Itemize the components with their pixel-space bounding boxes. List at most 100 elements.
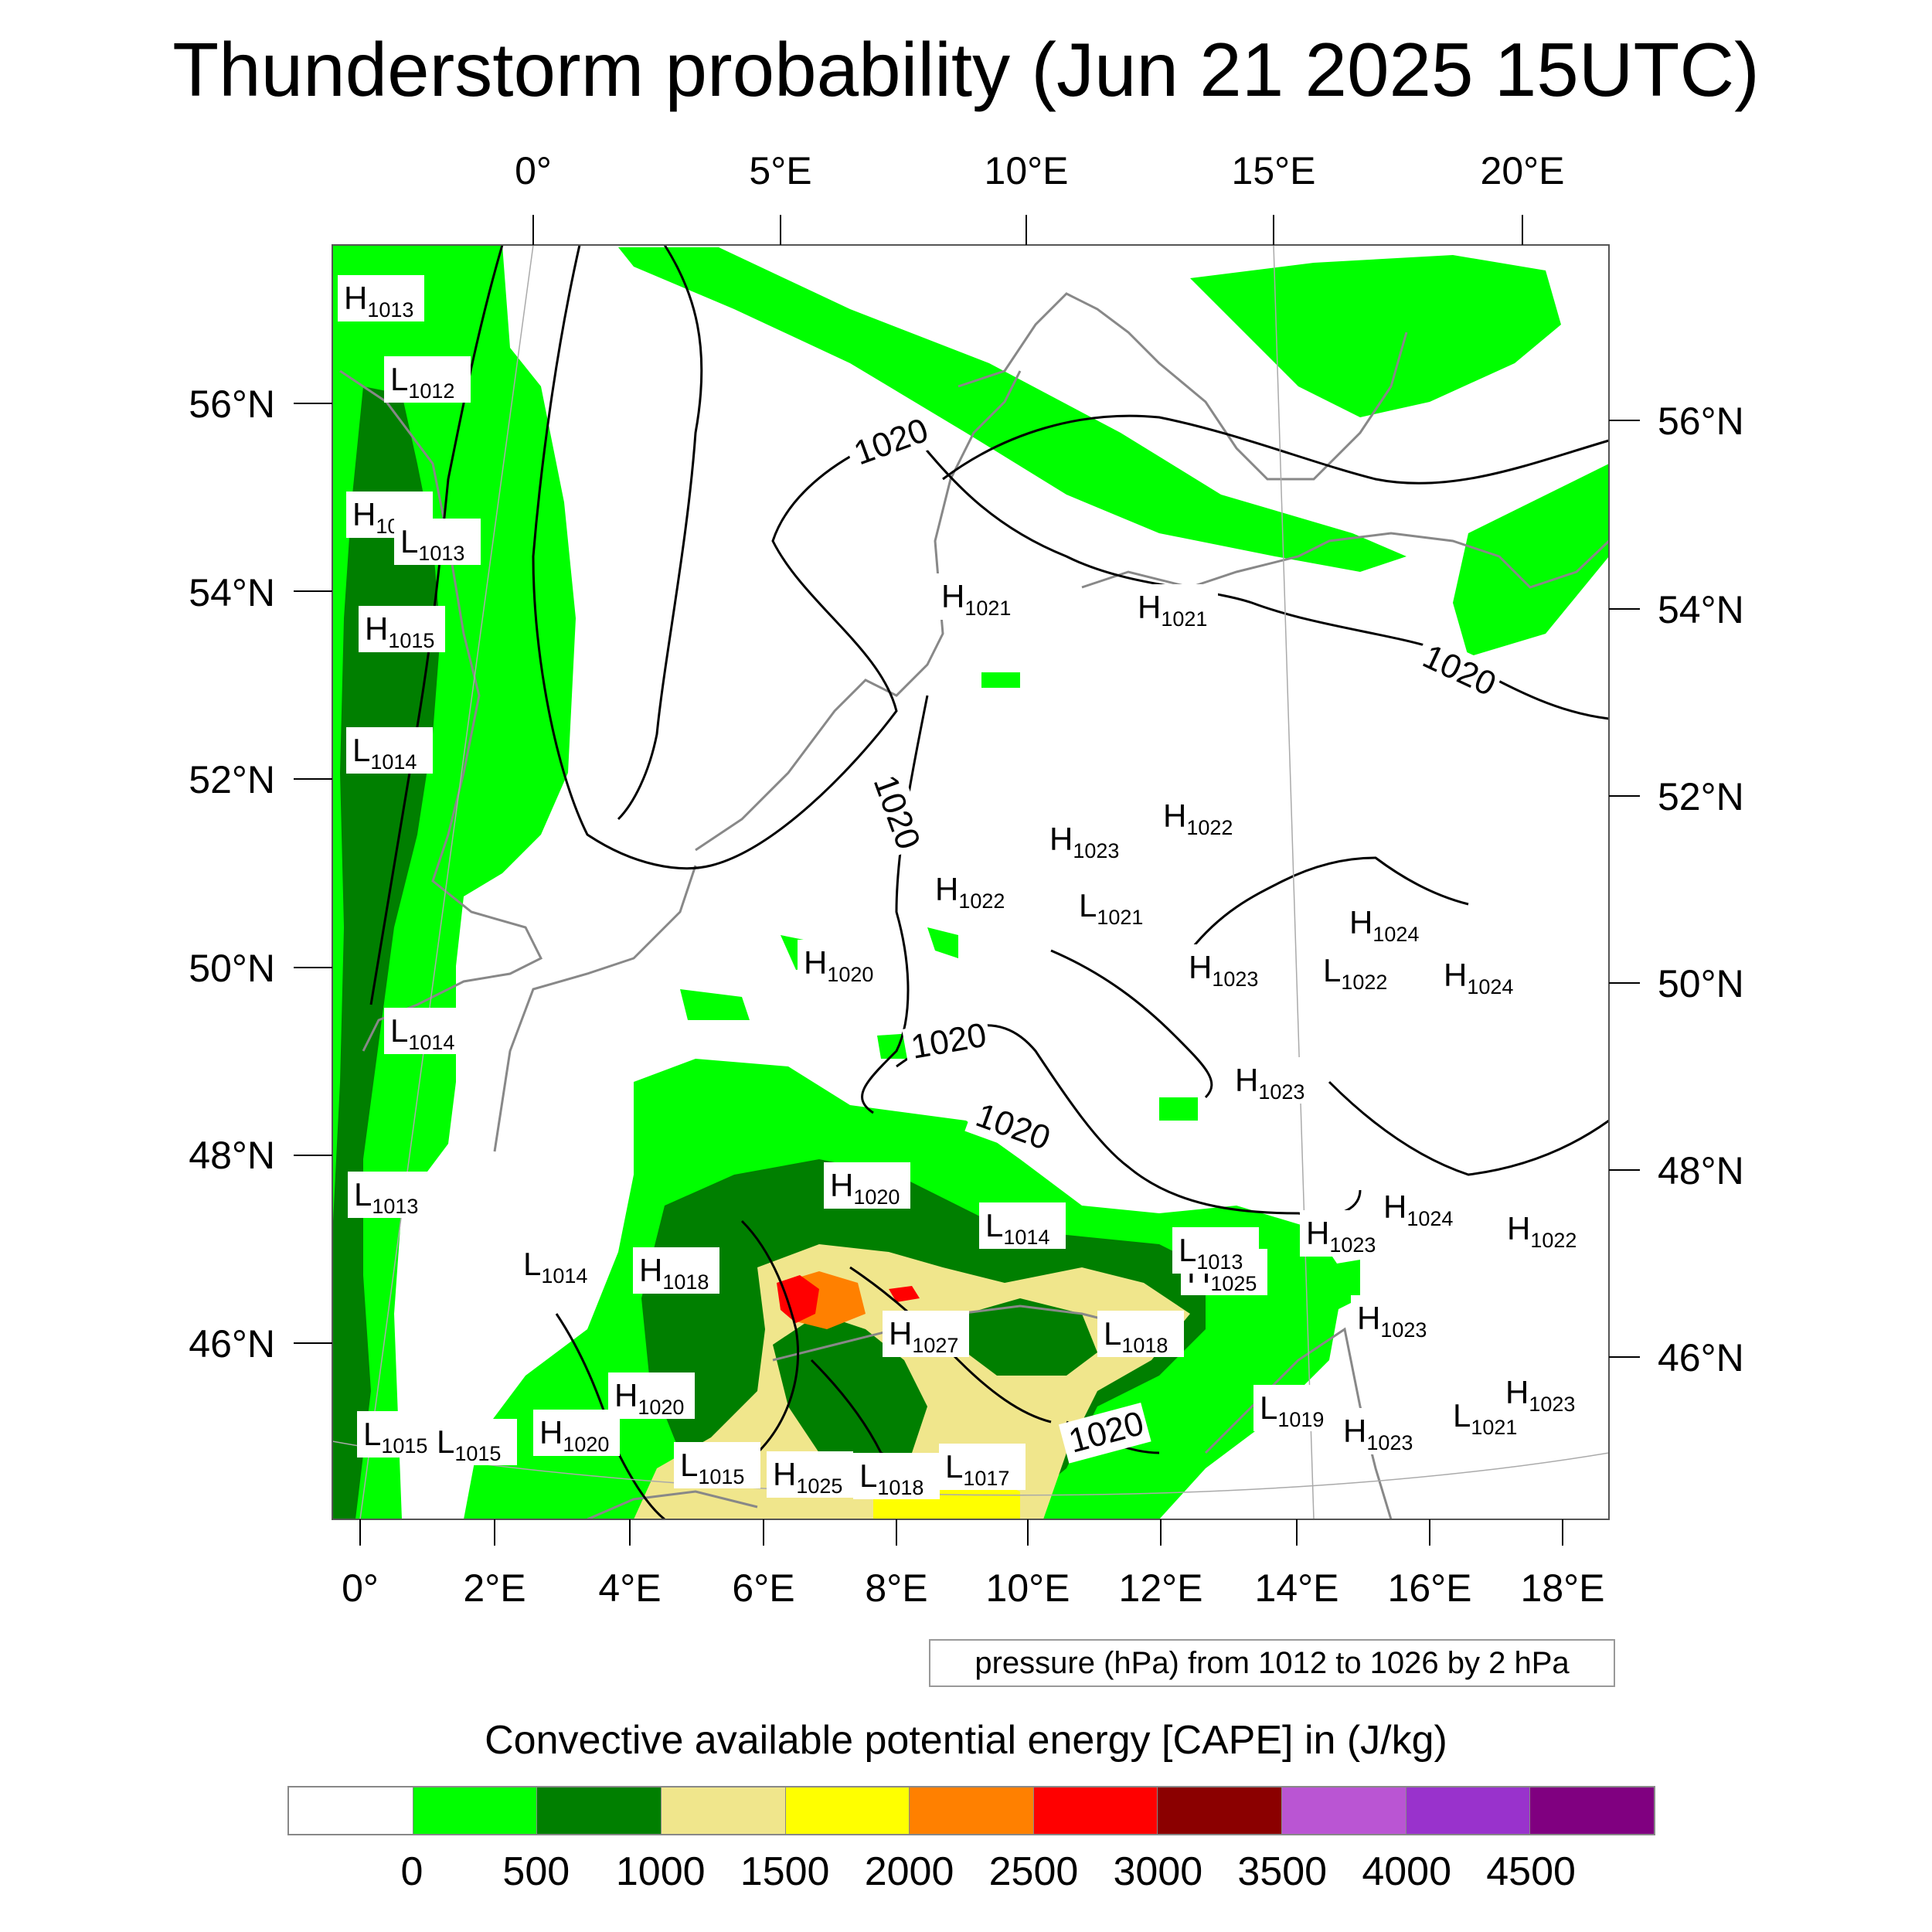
high-pressure-label: H1023 bbox=[1229, 1057, 1315, 1104]
low-pressure-label: L1014 bbox=[979, 1202, 1066, 1249]
cape-area-east-band bbox=[1453, 464, 1609, 657]
bottom-lon-label: 10°E bbox=[986, 1566, 1070, 1610]
axis-labels: 0° 5°E 10°E 15°E 20°E 0° 2°E 4°E 6°E 8°E… bbox=[189, 149, 1743, 1610]
high-pressure-label: H1021 bbox=[1131, 584, 1218, 631]
cape-area-red-2 bbox=[889, 1286, 920, 1302]
coastline-scandinavia bbox=[957, 292, 1408, 481]
svg-text:H1023: H1023 bbox=[1189, 949, 1258, 991]
cape-cell bbox=[1314, 1260, 1360, 1314]
bottom-lon-label: 18°E bbox=[1521, 1566, 1605, 1610]
bottom-lon-label: 2°E bbox=[463, 1566, 526, 1610]
top-lon-label: 20°E bbox=[1481, 149, 1565, 192]
bottom-lon-label: 4°E bbox=[598, 1566, 661, 1610]
svg-text:L1017: L1017 bbox=[945, 1448, 1009, 1490]
svg-text:L1015: L1015 bbox=[363, 1416, 427, 1458]
graticule bbox=[332, 245, 1609, 1519]
left-lat-label: 52°N bbox=[189, 758, 275, 801]
isobar bbox=[740, 1219, 799, 1454]
meridian-0 bbox=[359, 245, 534, 1519]
colorbar-tick-label: 1500 bbox=[740, 1849, 830, 1894]
colorbar bbox=[287, 1786, 1655, 1835]
high-pressure-label: H1020 bbox=[798, 940, 884, 986]
cape-area-south-dark-3 bbox=[966, 1298, 1097, 1376]
coastline-france-north bbox=[493, 865, 697, 1152]
right-lat-label: 54°N bbox=[1658, 588, 1744, 631]
low-pressure-label: L1013 bbox=[1172, 1227, 1259, 1274]
svg-text:L1013: L1013 bbox=[400, 523, 464, 565]
bottom-lon-label: 6°E bbox=[732, 1566, 794, 1610]
high-pressure-label: H1024 bbox=[1437, 952, 1524, 998]
cape-area-north bbox=[618, 247, 1406, 572]
top-ticks bbox=[532, 215, 1523, 245]
colorbar-swatch bbox=[785, 1787, 910, 1834]
svg-text:L1013: L1013 bbox=[354, 1176, 418, 1218]
map-title: Thunderstorm probability (Jun 21 2025 15… bbox=[172, 27, 1760, 112]
svg-text:L1013: L1013 bbox=[1179, 1232, 1243, 1274]
svg-text:H1027: H1027 bbox=[889, 1315, 958, 1357]
svg-text:L1014: L1014 bbox=[523, 1246, 587, 1287]
svg-text:L1014: L1014 bbox=[390, 1012, 454, 1054]
svg-text:H1020: H1020 bbox=[614, 1377, 684, 1419]
left-lat-label: 50°N bbox=[189, 947, 275, 990]
colorbar-swatch bbox=[661, 1787, 786, 1834]
svg-text:H1022: H1022 bbox=[1507, 1210, 1577, 1252]
low-pressure-label: L1012 bbox=[384, 356, 471, 403]
meridian-15E bbox=[1273, 245, 1315, 1519]
top-lon-labels: 0° 5°E 10°E 15°E 20°E bbox=[515, 149, 1564, 192]
top-lon-label: 10°E bbox=[985, 149, 1069, 192]
cape-area-west-dark bbox=[332, 386, 440, 1519]
high-pressure-label: H1023 bbox=[1043, 816, 1130, 862]
coastline-britain bbox=[339, 369, 543, 1052]
left-lat-labels: 56°N 54°N 52°N 50°N 48°N 46°N bbox=[189, 383, 275, 1366]
left-lat-label: 56°N bbox=[189, 383, 275, 426]
colorbar-swatch bbox=[910, 1787, 1034, 1834]
right-lat-label: 52°N bbox=[1658, 775, 1744, 818]
pressure-contour-note: pressure (hPa) from 1012 to 1026 by 2 hP… bbox=[929, 1639, 1615, 1687]
high-pressure-label: H1023 bbox=[1499, 1369, 1586, 1416]
isobar bbox=[1050, 949, 1213, 1099]
high-pressure-label: H1021 bbox=[935, 573, 1022, 620]
isobar bbox=[532, 245, 913, 870]
left-lat-label: 54°N bbox=[189, 571, 275, 614]
svg-text:H1020: H1020 bbox=[830, 1167, 900, 1209]
right-lat-label: 56°N bbox=[1658, 400, 1744, 443]
svg-text:L1014: L1014 bbox=[985, 1207, 1049, 1249]
colorbar-swatch bbox=[1406, 1787, 1531, 1834]
colorbar-swatch bbox=[537, 1787, 662, 1834]
high-pressure-label: H1024 bbox=[1343, 900, 1430, 946]
low-pressure-label: L1017 bbox=[939, 1444, 1026, 1490]
svg-text:L1014: L1014 bbox=[352, 732, 417, 774]
svg-text:L1018: L1018 bbox=[859, 1458, 923, 1499]
svg-text:H1022: H1022 bbox=[935, 871, 1005, 913]
svg-text:H1023: H1023 bbox=[1049, 821, 1119, 862]
top-lon-label: 5°E bbox=[749, 149, 811, 192]
svg-text:H1023: H1023 bbox=[1306, 1215, 1376, 1257]
coastline-adriatic bbox=[1204, 1327, 1393, 1519]
colorbar-swatch bbox=[1530, 1787, 1655, 1834]
right-lat-label: 48°N bbox=[1658, 1149, 1744, 1192]
high-pressure-label: H1020 bbox=[608, 1372, 695, 1419]
isobar bbox=[617, 245, 703, 821]
cape-area-northeast bbox=[1190, 255, 1561, 417]
bottom-lon-label: 0° bbox=[342, 1566, 379, 1610]
low-pressure-label: L1015 bbox=[357, 1411, 444, 1458]
colorbar-tick-label: 2500 bbox=[988, 1849, 1079, 1894]
svg-text:L1015: L1015 bbox=[437, 1423, 501, 1465]
low-pressure-label: L1019 bbox=[1253, 1385, 1340, 1431]
high-pressure-label: H1020 bbox=[533, 1410, 620, 1456]
svg-text:L1022: L1022 bbox=[1323, 952, 1387, 994]
colorbar-tick-label: 0 bbox=[400, 1849, 423, 1894]
parallel-45N bbox=[332, 1440, 1609, 1496]
colorbar-swatch bbox=[1033, 1787, 1158, 1834]
cape-area-red bbox=[777, 1275, 819, 1323]
high-pressure-label: H1023 bbox=[1182, 944, 1269, 991]
svg-text:H1021: H1021 bbox=[1138, 589, 1207, 631]
high-pressure-label: H1023 bbox=[1337, 1408, 1423, 1454]
low-pressure-label: L1022 bbox=[1317, 947, 1403, 994]
pressure-centers: H1013L1012H1014L1013H1015L1014L1014L1013… bbox=[338, 275, 1587, 1499]
isobar bbox=[849, 1266, 1052, 1423]
bottom-lon-label: 8°E bbox=[865, 1566, 927, 1610]
coastline-mediterranean bbox=[587, 1490, 758, 1519]
cape-cell bbox=[680, 989, 750, 1020]
cape-cell bbox=[1159, 1097, 1198, 1121]
